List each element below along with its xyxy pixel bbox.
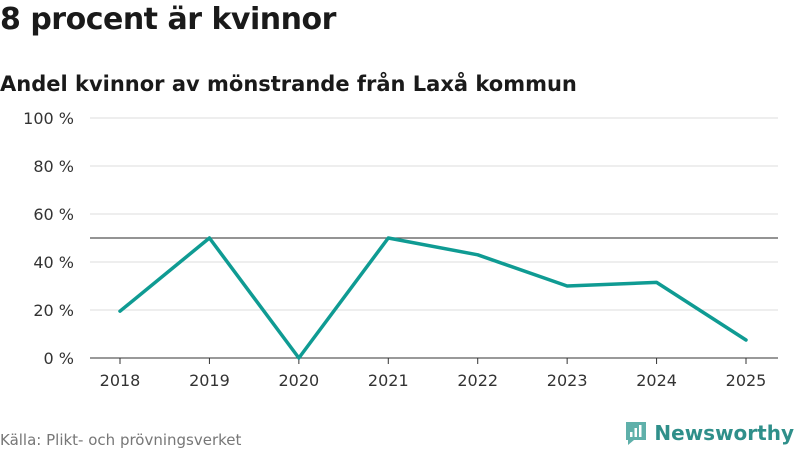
series-line	[118, 236, 748, 360]
y-tick-label: 100 %	[23, 109, 74, 128]
y-tick-label: 0 %	[44, 349, 74, 368]
series-layer	[118, 236, 748, 360]
x-tick-label: 2024	[636, 371, 677, 390]
brand: Newsworthy	[624, 420, 794, 446]
x-tick-label: 2021	[368, 371, 409, 390]
x-axis-labels: 2018 2019 2020 2021 2022 2023 2024 2025	[100, 358, 767, 390]
y-tick-label: 20 %	[33, 301, 74, 320]
chart-title: 8 procent är kvinnor	[0, 2, 336, 37]
y-axis-labels: 0 % 20 % 40 % 60 % 80 % 100 %	[23, 109, 74, 368]
x-tick-label: 2023	[547, 371, 588, 390]
x-tick-label: 2025	[726, 371, 767, 390]
y-tick-label: 40 %	[33, 253, 74, 272]
x-tick-label: 2018	[100, 371, 141, 390]
y-tick-label: 80 %	[33, 157, 74, 176]
x-tick-label: 2019	[189, 371, 230, 390]
source-note: Källa: Plikt- och prövningsverket	[0, 431, 242, 449]
y-tick-label: 60 %	[33, 205, 74, 224]
grid-lines	[90, 117, 778, 311]
x-tick-label: 2020	[278, 371, 319, 390]
x-tick-label: 2022	[457, 371, 498, 390]
chart-subtitle: Andel kvinnor av mönstrande från Laxå ko…	[0, 72, 577, 96]
brand-name: Newsworthy	[654, 421, 794, 445]
newsworthy-logo-icon	[626, 422, 647, 445]
